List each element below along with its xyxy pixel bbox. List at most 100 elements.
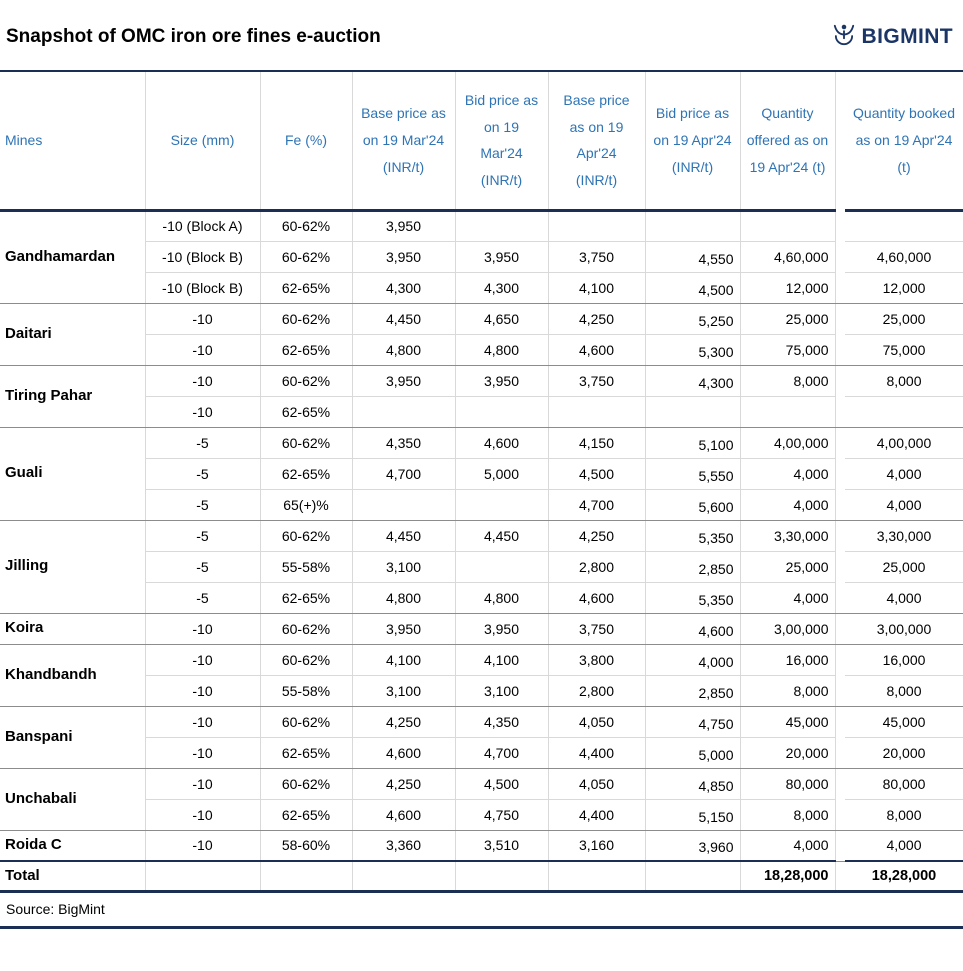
- cell-size: -10 (Block A): [145, 210, 261, 242]
- cell-qty-offered: 4,000: [740, 582, 836, 614]
- mine-name: Koira: [0, 613, 146, 645]
- total-empty-bid-apr: [645, 860, 741, 893]
- cell-base-price-apr: 4,400: [548, 737, 646, 769]
- cell-qty-offered: 25,000: [740, 303, 836, 335]
- cell-qty-offered: 4,00,000: [740, 427, 836, 459]
- mine-name: Tiring Pahar: [0, 365, 146, 428]
- column-gap: [835, 613, 845, 645]
- cell-base-price-apr: 4,500: [548, 458, 646, 490]
- cell-qty-offered: [740, 210, 836, 242]
- col-header-qty-booked: Quantity booked as on 19 Apr'24 (t): [845, 72, 963, 212]
- bigmint-logo: BIGMINT: [831, 22, 953, 53]
- total-empty-base-mar: [352, 860, 456, 893]
- cell-base-price-apr: 4,600: [548, 582, 646, 614]
- cell-base-price-mar: 3,360: [352, 830, 456, 862]
- cell-qty-booked: 3,30,000: [845, 520, 963, 552]
- cell-qty-booked: 12,000: [845, 272, 963, 304]
- cell-qty-booked: [845, 210, 963, 242]
- cell-fe: 62-65%: [260, 799, 353, 831]
- cell-base-price-mar: 3,950: [352, 210, 456, 242]
- cell-size: -10: [145, 334, 261, 366]
- cell-base-price-apr: 3,750: [548, 613, 646, 645]
- total-label: Total: [0, 860, 146, 893]
- cell-base-price-mar: 3,100: [352, 551, 456, 583]
- cell-base-price-mar: 3,950: [352, 613, 456, 645]
- cell-qty-offered: 80,000: [740, 768, 836, 800]
- mine-name: Daitari: [0, 303, 146, 366]
- cell-size: -10 (Block B): [145, 241, 261, 273]
- cell-base-price-mar: 3,950: [352, 365, 456, 397]
- cell-qty-booked: 4,000: [845, 582, 963, 614]
- table-row: -10 55-58% 3,100 3,100 2,800 2,850 8,000 8,000: [0, 675, 963, 707]
- cell-bid-price-mar: 4,500: [455, 768, 549, 800]
- column-gap: [835, 799, 845, 831]
- cell-qty-offered: 3,30,000: [740, 520, 836, 552]
- cell-size: -5: [145, 489, 261, 521]
- cell-qty-offered: 4,000: [740, 458, 836, 490]
- cell-fe: 60-62%: [260, 427, 353, 459]
- cell-bid-price-mar: 4,300: [455, 272, 549, 304]
- cell-bid-price-mar: 4,650: [455, 303, 549, 335]
- cell-size: -5: [145, 458, 261, 490]
- cell-qty-offered: 8,000: [740, 799, 836, 831]
- cell-base-price-apr: 4,250: [548, 520, 646, 552]
- cell-bid-price-apr: 4,600: [645, 613, 741, 645]
- table-row: -10 62-65% 4,600 4,750 4,400 5,150 8,000 8,000: [0, 799, 963, 831]
- cell-fe: 60-62%: [260, 768, 353, 800]
- cell-base-price-apr: 4,400: [548, 799, 646, 831]
- cell-size: -10: [145, 365, 261, 397]
- cell-qty-booked: 4,60,000: [845, 241, 963, 273]
- cell-qty-offered: 75,000: [740, 334, 836, 366]
- cell-fe: 55-58%: [260, 551, 353, 583]
- cell-size: -5: [145, 520, 261, 552]
- cell-bid-price-apr: 4,850: [645, 768, 741, 800]
- cell-fe: 60-62%: [260, 303, 353, 335]
- cell-fe: 60-62%: [260, 365, 353, 397]
- column-gap: [835, 272, 845, 304]
- cell-base-price-mar: 3,950: [352, 241, 456, 273]
- column-gap: [835, 861, 845, 893]
- cell-base-price-mar: [352, 489, 456, 521]
- total-row: Total 18,28,000 18,28,000: [0, 860, 963, 893]
- column-gap: [835, 210, 845, 241]
- cell-bid-price-apr: 5,350: [645, 520, 741, 552]
- cell-bid-price-mar: 3,950: [455, 241, 549, 273]
- cell-base-price-mar: [352, 396, 456, 428]
- cell-base-price-mar: 4,800: [352, 334, 456, 366]
- cell-qty-offered: 4,60,000: [740, 241, 836, 273]
- table-row: Roida C -10 58-60% 3,360 3,510 3,160 3,960 4,00…: [0, 830, 963, 862]
- column-gap: [835, 582, 845, 614]
- table-row: -10 62-65% 4,800 4,800 4,600 5,300 75,000 75,00…: [0, 334, 963, 366]
- table-row: Khandbandh -10 60-62% 4,100 4,100 3,800 4,000 1…: [0, 644, 963, 707]
- cell-base-price-apr: 2,800: [548, 675, 646, 707]
- cell-fe: 62-65%: [260, 458, 353, 490]
- cell-qty-booked: 8,000: [845, 675, 963, 707]
- cell-qty-booked: 8,000: [845, 365, 963, 397]
- mine-name: Unchabali: [0, 768, 146, 831]
- cell-base-price-apr: 3,160: [548, 830, 646, 862]
- cell-size: -5: [145, 551, 261, 583]
- mine-name: Guali: [0, 427, 146, 521]
- cell-fe: 55-58%: [260, 675, 353, 707]
- cell-bid-price-apr: 4,300: [645, 365, 741, 397]
- column-gap: [835, 303, 845, 334]
- cell-qty-booked: 4,000: [845, 830, 963, 862]
- cell-base-price-apr: 2,800: [548, 551, 646, 583]
- cell-qty-offered: 4,000: [740, 489, 836, 521]
- column-gap: [835, 737, 845, 769]
- column-gap: [835, 551, 845, 582]
- table-row: Koira -10 60-62% 3,950 3,950 3,750 4,600 3,00,0…: [0, 613, 963, 645]
- column-gap: [835, 644, 845, 675]
- cell-bid-price-mar: [455, 489, 549, 521]
- table-row: -5 62-65% 4,800 4,800 4,600 5,350 4,000 4,000: [0, 582, 963, 614]
- col-header-bid-price-mar: Bid price as on 19 Mar'24 (INR/t): [455, 72, 549, 212]
- cell-size: -10: [145, 706, 261, 738]
- cell-base-price-mar: 4,450: [352, 520, 456, 552]
- column-gap: [835, 396, 845, 428]
- cell-qty-booked: 80,000: [845, 768, 963, 800]
- mine-name: Roida C: [0, 830, 146, 862]
- cell-fe: 60-62%: [260, 241, 353, 273]
- cell-bid-price-mar: 4,100: [455, 644, 549, 676]
- col-header-mines: Mines: [0, 72, 146, 212]
- column-gap: [835, 830, 845, 862]
